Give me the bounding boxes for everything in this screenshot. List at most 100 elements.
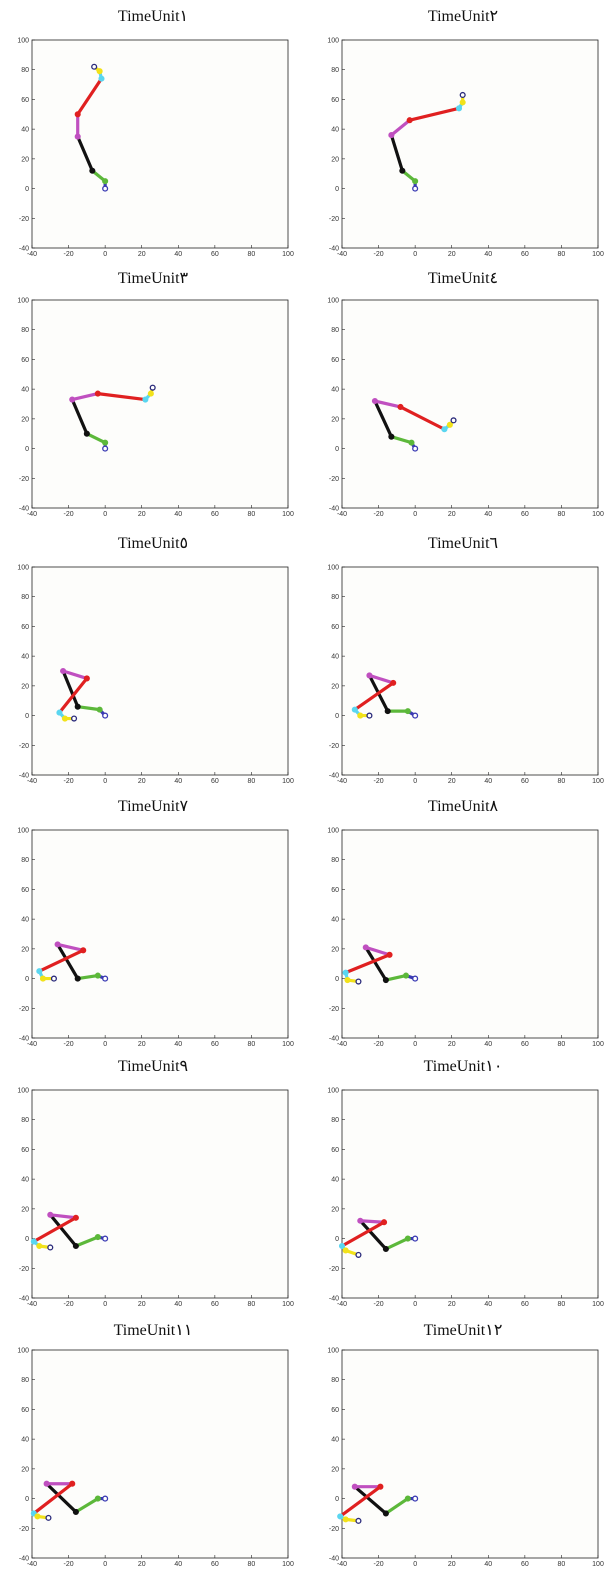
y-tick-label: 20 <box>21 156 29 163</box>
x-tick-label: 20 <box>138 1301 146 1308</box>
axes-frame <box>31 39 289 249</box>
x-tick-label: 100 <box>592 251 604 258</box>
joint-knee <box>384 708 391 715</box>
y-tick-label: 100 <box>327 565 339 572</box>
y-tick-label: -20 <box>19 1266 29 1273</box>
x-tick-label: 0 <box>103 1561 107 1568</box>
joint-elbow <box>338 1242 346 1250</box>
axes-frame <box>341 39 599 249</box>
y-tick-label: 80 <box>21 857 29 864</box>
y-tick-label: -20 <box>329 1266 339 1273</box>
x-tick-label: 100 <box>592 511 604 518</box>
x-tick-label: 20 <box>448 1561 456 1568</box>
joint-hand <box>71 715 78 722</box>
joint-knee <box>74 703 81 710</box>
x-tick-label: 40 <box>484 251 492 258</box>
y-tick-label: 80 <box>21 1117 29 1124</box>
joint-ankle <box>94 1234 101 1241</box>
x-tick-label: 0 <box>103 1301 107 1308</box>
joint-hip <box>362 944 369 951</box>
plot-area: -40 -20 0 20 40 60 80 100 100 80 60 40 20 0 -20 -40 <box>327 565 604 786</box>
x-tick-label: -40 <box>27 1301 37 1308</box>
joint-wrist <box>446 421 453 428</box>
chart-title: TimeUnit١١ <box>113 1322 193 1339</box>
x-tick-label: 40 <box>174 778 182 785</box>
y-tick-label: 0 <box>335 713 339 720</box>
joint-hip <box>54 941 61 948</box>
y-tick-label: 80 <box>331 594 339 601</box>
joint-foot <box>102 185 109 192</box>
axes-frame <box>31 829 289 1039</box>
joint-hip <box>43 1480 50 1487</box>
axes-frame <box>341 829 599 1039</box>
joint-foot <box>412 712 419 719</box>
segment-shoulder-elbow <box>340 1220 386 1248</box>
y-tick-label: -40 <box>329 773 339 780</box>
joint-wrist <box>342 1516 349 1523</box>
x-tick-label: 40 <box>484 1301 492 1308</box>
x-tick-label: 40 <box>174 1561 182 1568</box>
joint-wrist <box>344 977 351 984</box>
y-tick-label: 20 <box>331 1466 339 1473</box>
joint-hip <box>69 396 76 403</box>
joint-shoulder <box>386 951 393 958</box>
segment-knee-hip <box>353 1485 388 1516</box>
joint-knee <box>382 1510 389 1517</box>
x-tick-label: -40 <box>337 1041 347 1048</box>
joint-shoulder <box>397 403 404 411</box>
x-tick-label: 80 <box>248 1301 256 1308</box>
x-tick-label: 100 <box>592 1301 604 1308</box>
segment-shoulder-elbow <box>96 391 147 402</box>
y-tick-label: 60 <box>331 97 339 104</box>
segment-shoulder-elbow <box>32 1216 78 1244</box>
x-tick-label: 40 <box>484 511 492 518</box>
joint-shoulder <box>94 390 101 397</box>
x-tick-label: 0 <box>103 1041 107 1048</box>
y-tick-label: -20 <box>19 476 29 483</box>
chart-title: TimeUnit١ <box>117 8 189 25</box>
x-tick-label: 0 <box>103 251 107 258</box>
x-tick-label: 20 <box>448 778 456 785</box>
segment-knee-hip <box>76 134 94 173</box>
joint-knee <box>382 977 389 984</box>
x-tick-label: -20 <box>64 778 74 785</box>
y-tick-label: 100 <box>17 298 29 305</box>
y-tick-label: 40 <box>21 1437 29 1444</box>
x-tick-label: 60 <box>211 251 219 258</box>
joint-hip <box>366 672 373 679</box>
y-tick-label: 20 <box>331 156 339 163</box>
y-tick-label: 40 <box>21 127 29 134</box>
y-tick-label: 0 <box>335 446 339 453</box>
y-tick-label: -40 <box>19 246 29 253</box>
x-tick-label: 40 <box>484 1561 492 1568</box>
y-tick-label: 100 <box>327 1348 339 1355</box>
x-tick-label: 80 <box>558 1041 566 1048</box>
axes-frame <box>31 1089 289 1299</box>
segment-knee-hip <box>358 1219 388 1251</box>
x-tick-label: 0 <box>103 778 107 785</box>
y-tick-label: 40 <box>331 387 339 394</box>
y-tick-label: 40 <box>21 654 29 661</box>
joint-shoulder <box>80 947 87 954</box>
x-tick-label: 100 <box>282 778 294 785</box>
segment-shoulder-elbow <box>353 681 395 712</box>
x-tick-label: 0 <box>413 1561 417 1568</box>
joint-hand <box>366 712 373 719</box>
segment-hip-shoulder <box>373 399 403 409</box>
y-tick-label: 40 <box>331 1177 339 1184</box>
plot-area: -40 -20 0 20 40 60 80 100 100 80 60 40 20 0 -20 -40 <box>327 38 604 259</box>
axes-frame <box>31 299 289 509</box>
joint-wrist <box>36 1242 43 1250</box>
axes-frame <box>341 566 599 776</box>
segment-hip-shoulder <box>389 118 412 137</box>
chart-title: TimeUnit٩ <box>117 1058 189 1075</box>
y-tick-label: 40 <box>331 654 339 661</box>
joint-ankle <box>404 708 411 715</box>
chart-title: TimeUnit٧ <box>117 798 189 815</box>
x-tick-label: 60 <box>521 1041 529 1048</box>
x-tick-label: -40 <box>337 778 347 785</box>
plot-area: -40 -20 0 20 40 60 80 100 100 80 60 40 20 0 -20 -40 <box>327 298 604 519</box>
x-tick-label: 60 <box>211 1041 219 1048</box>
x-tick-label: -20 <box>374 1041 384 1048</box>
x-tick-label: 0 <box>103 511 107 518</box>
